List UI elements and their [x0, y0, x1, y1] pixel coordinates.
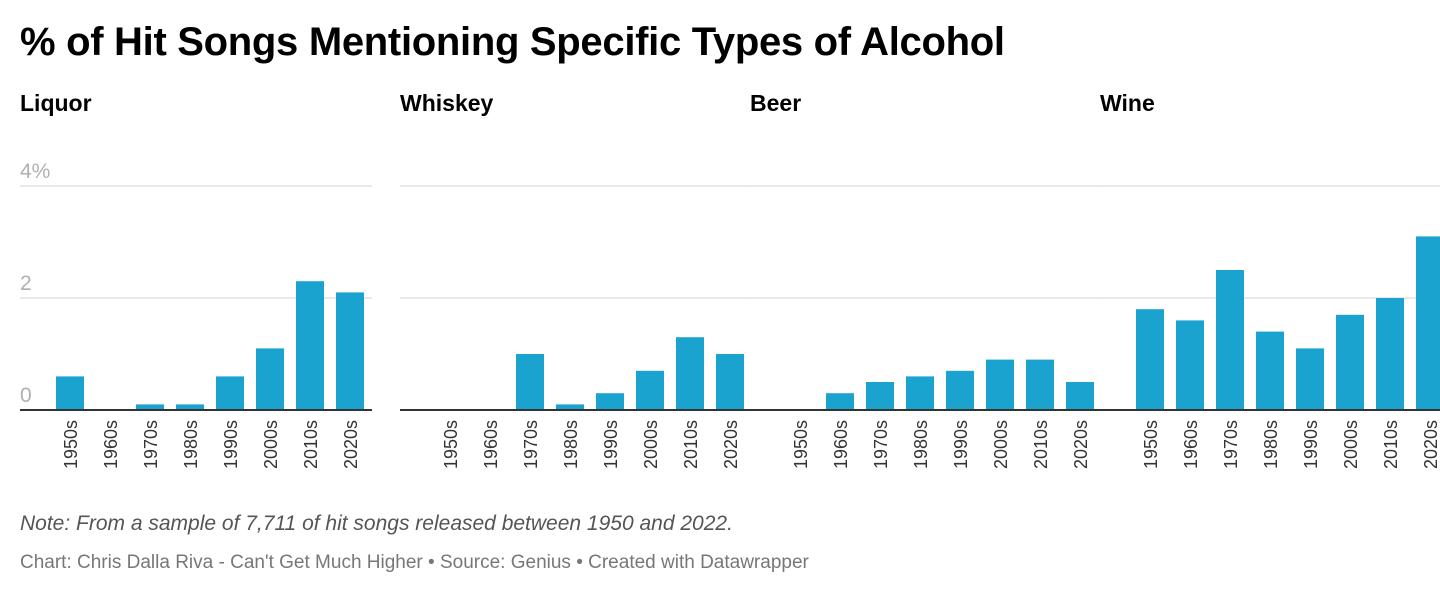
panel-title: Wine [1100, 90, 1155, 116]
bar-1950s [56, 376, 84, 410]
y-tick-label: 2 [20, 272, 32, 295]
panel-beer: Beer 1950s 1960s 1970s 1980s 1990s 2000s 2010s… [750, 88, 1102, 488]
x-tick-label: 1960s [1181, 420, 1201, 469]
bar-1970s [866, 382, 894, 410]
bar-chart-beer: 1950s 1960s 1970s 1980s 1990s 2000s 2010s 2020s [750, 185, 1102, 469]
y-tick-label: 0 [20, 384, 32, 407]
bar-1970s [1216, 270, 1244, 410]
bar-2010s [296, 281, 324, 410]
x-tick-label: 1970s [141, 420, 161, 469]
x-tick-label: 1970s [521, 420, 541, 469]
source-credit: Chart: Chris Dalla Riva - Can't Get Much… [20, 552, 809, 573]
footnote: Note: From a sample of 7,711 of hit song… [20, 512, 733, 535]
x-tick-label: 2010s [1381, 420, 1401, 469]
x-tick-label: 1990s [221, 420, 241, 469]
bar-2020s [336, 292, 364, 410]
x-tick-label: 1960s [101, 420, 121, 469]
x-tick-label: 1990s [1301, 420, 1321, 469]
bar-1990s [1296, 348, 1324, 410]
bar-2010s [1026, 359, 1054, 410]
bar-1960s [826, 393, 854, 410]
bar-2020s [716, 354, 744, 410]
bar-2010s [676, 337, 704, 410]
bar-chart-whiskey: 1950s 1960s 1970s 1980s 1990s 2000s 2010s 2020s [400, 185, 752, 469]
x-tick-label: 1960s [481, 420, 501, 469]
x-tick-label: 1950s [1141, 420, 1161, 469]
bar-1960s [1176, 320, 1204, 410]
panel-title: Beer [750, 90, 802, 116]
x-tick-label: 1980s [561, 420, 581, 469]
x-tick-label: 1950s [791, 420, 811, 469]
x-tick-label: 1980s [911, 420, 931, 469]
bar-1980s [1256, 331, 1284, 410]
x-tick-label: 1960s [831, 420, 851, 469]
panel-title: Liquor [20, 90, 92, 116]
x-tick-label: 1990s [951, 420, 971, 469]
bar-chart-liquor: 0 2 4% 1950s 1960s 1970s 1980s 1990s 2000s 2010s 2… [20, 160, 372, 469]
x-tick-label: 2000s [641, 420, 661, 469]
x-tick-label: 1970s [1221, 420, 1241, 469]
panel-wine: Wine 1950s 1960s 1970s 1980s 1990s 2000s 2010s… [1100, 88, 1440, 488]
x-tick-label: 2000s [1341, 420, 1361, 469]
x-tick-label: 1950s [61, 420, 81, 469]
bar-1970s [516, 354, 544, 410]
bar-1990s [596, 393, 624, 410]
bar-1950s [1136, 309, 1164, 410]
bar-2020s [1416, 236, 1440, 410]
x-tick-label: 2020s [721, 420, 741, 469]
x-tick-label: 1980s [1261, 420, 1281, 469]
bar-1970s [136, 404, 164, 410]
bar-1990s [946, 370, 974, 410]
panel-liquor: Liquor 0 2 4% 1950s 1960s 1970s 1980s 1990s 2000… [20, 88, 372, 488]
bar-chart-wine: 1950s 1960s 1970s 1980s 1990s 2000s 2010s 2020s [1100, 185, 1440, 469]
bar-1980s [906, 376, 934, 410]
chart-title: % of Hit Songs Mentioning Specific Types… [20, 20, 1005, 64]
x-tick-label: 1980s [181, 420, 201, 469]
bar-2000s [256, 348, 284, 410]
x-tick-label: 1950s [441, 420, 461, 469]
x-tick-label: 2010s [301, 420, 321, 469]
x-tick-label: 2020s [1071, 420, 1091, 469]
bar-2010s [1376, 298, 1404, 410]
x-tick-label: 1990s [601, 420, 621, 469]
x-tick-label: 2020s [341, 420, 361, 469]
panel-title: Whiskey [400, 90, 494, 116]
bar-1990s [216, 376, 244, 410]
bar-2000s [1336, 314, 1364, 410]
x-tick-label: 2000s [261, 420, 281, 469]
bar-2000s [986, 359, 1014, 410]
bar-2000s [636, 370, 664, 410]
panel-whiskey: Whiskey 1950s 1960s 1970s 1980s 1990s 2000s 20… [400, 88, 752, 488]
x-tick-label: 1970s [871, 420, 891, 469]
x-tick-label: 2010s [1031, 420, 1051, 469]
bar-2020s [1066, 382, 1094, 410]
y-tick-label: 4% [20, 160, 50, 183]
bar-1980s [556, 404, 584, 410]
x-tick-label: 2020s [1421, 420, 1440, 469]
x-tick-label: 2010s [681, 420, 701, 469]
x-tick-label: 2000s [991, 420, 1011, 469]
bar-1980s [176, 404, 204, 410]
